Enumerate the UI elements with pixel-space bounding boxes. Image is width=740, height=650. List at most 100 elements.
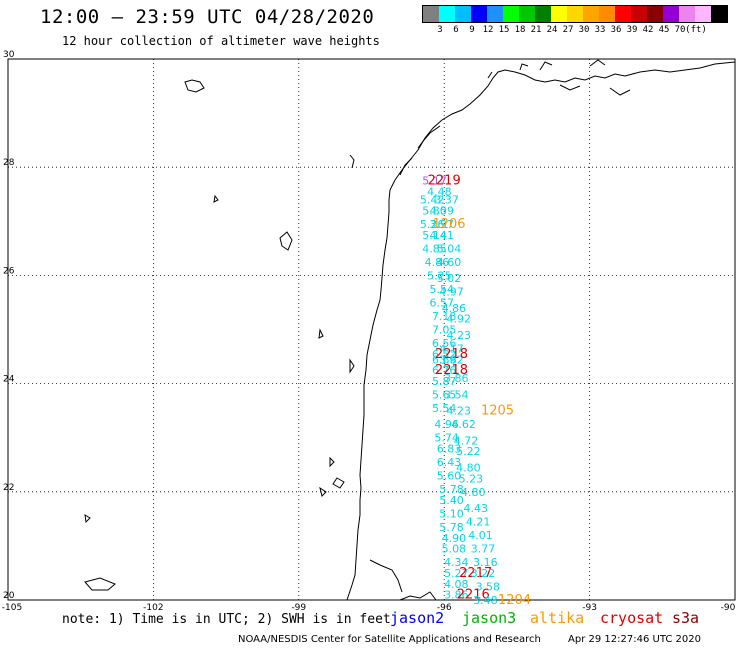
wave-height-value: 4.08	[444, 578, 469, 591]
legend-swatch	[631, 6, 647, 22]
legend-swatch	[679, 6, 695, 22]
wave-height-value: 6.76	[432, 364, 457, 377]
legend-label: 39	[626, 25, 638, 35]
pass-time-label: 1205	[481, 404, 514, 419]
wave-height-value: 5.10	[439, 507, 464, 520]
wave-height-value: 3.82	[439, 353, 464, 366]
wave-height-value: 5.54	[432, 402, 457, 415]
latitude-tick-label: 26	[3, 266, 15, 276]
wave-height-value: 5.02	[437, 272, 462, 285]
wave-height-value: 4.43	[463, 502, 488, 515]
legend-swatch	[599, 6, 615, 22]
wave-height-value: 6.56	[432, 337, 457, 350]
wave-height-value: 5.80	[422, 204, 447, 217]
wave-height-value: 4.17	[439, 342, 464, 355]
legend-labels: 3 6 9 12 15 18 21 24 27 30 33 36 39 42 45 70 (ft)	[422, 25, 728, 37]
wave-height-value: 4.59	[430, 204, 455, 217]
legend-label: 3	[437, 25, 443, 35]
legend-swatches	[422, 5, 728, 23]
wave-height-value: 3.48	[473, 594, 498, 607]
wave-height-value: 5.78	[439, 521, 464, 534]
legend-swatch	[487, 6, 503, 22]
wave-height-value: 5.87	[432, 375, 457, 388]
wave-height-value: 5.17	[422, 175, 447, 188]
wave-height-value: 7.18	[432, 310, 457, 323]
wave-height-value: 4.21	[466, 516, 491, 529]
satellite-cryosat: cryosat	[600, 609, 664, 627]
wave-height-value: 3.16	[473, 556, 498, 569]
longitude-tick-label: -102	[143, 603, 163, 613]
legend-swatch	[615, 6, 631, 22]
wave-height-value: 4.01	[468, 529, 493, 542]
wave-height-value: 3.86	[444, 372, 469, 385]
wave-height-value: 3.54	[444, 388, 469, 401]
credit-text: NOAA/NESDIS Center for Satellite Applica…	[238, 634, 541, 645]
wave-height-value: 4.90	[442, 532, 467, 545]
legend-swatch	[567, 6, 583, 22]
wave-height-value: 5.60	[437, 470, 462, 483]
wave-height-value: 3.97	[430, 218, 455, 231]
wave-height-value: 5.65	[432, 388, 457, 401]
pass-time-label: 2218	[435, 363, 468, 378]
wave-height-value: 5.25	[427, 269, 452, 282]
legend-swatch	[439, 6, 455, 22]
latitude-tick-label: 24	[3, 375, 15, 385]
legend-label: 18	[514, 25, 526, 35]
satellite-jason3: jason3	[462, 609, 517, 627]
wave-height-value: 5.22	[456, 445, 481, 458]
wave-height-value: 6.57	[430, 296, 455, 309]
latitude-tick-label: 30	[3, 50, 15, 60]
wave-height-value: 4.86	[425, 256, 450, 269]
wave-height-value: 4.80	[456, 461, 481, 474]
wave-height-value: 4.60	[437, 256, 462, 269]
wave-height-value: 4.62	[451, 418, 476, 431]
satellite-jason2: jason2	[390, 609, 445, 627]
coastline	[84, 59, 736, 601]
wave-height-value: 4.23	[446, 405, 471, 418]
page-subtitle: 12 hour collection of altimeter wave hei…	[62, 34, 380, 48]
longitude-tick-label: -105	[2, 603, 22, 613]
legend-label: 70	[674, 25, 686, 35]
pass-time-label: 2217	[459, 566, 492, 581]
legend-label: 24	[546, 25, 558, 35]
wave-height-value: 6.52	[432, 348, 457, 361]
wave-height-value: 3.77	[471, 543, 496, 556]
legend-label: 33	[594, 25, 606, 35]
wave-height-value: 3.22	[471, 567, 496, 580]
legend-label: 30	[578, 25, 590, 35]
wave-height-value: 5.54	[430, 283, 455, 296]
legend-swatch	[663, 6, 679, 22]
latitude-tick-label: 28	[3, 158, 15, 168]
color-legend: 3 6 9 12 15 18 21 24 27 30 33 36 39 42 45 70 (ft)	[422, 5, 728, 35]
wave-height-value: 6.83	[437, 443, 462, 456]
wave-height-value: 4.97	[439, 286, 464, 299]
wave-height-value: 5.26	[420, 218, 445, 231]
longitude-tick-label: -96	[437, 603, 452, 613]
longitude-tick-label: -93	[582, 603, 597, 613]
legend-label: 27	[562, 25, 574, 35]
legend-swatch	[583, 6, 599, 22]
wave-height-value: 5.40	[439, 494, 464, 507]
wave-height-value: 4.48	[427, 186, 452, 199]
wave-height-value: 5.14	[422, 229, 447, 242]
wave-height-value: 3.37	[434, 194, 459, 207]
axis-tick-labels: -105 -102 -99 -96 -93 -90 30 28 26 24 22 20	[2, 50, 736, 613]
pass-time-label: 1206	[432, 217, 465, 232]
wave-height-value: 3.86	[444, 589, 469, 602]
pass-time-label: 1204	[498, 593, 531, 608]
legend-label: 9	[469, 25, 475, 35]
wave-height-value: 4.23	[446, 329, 471, 342]
longitude-tick-label: -99	[291, 603, 306, 613]
wave-height-value: 4.96	[434, 418, 459, 431]
wave-height-value: 5.04	[437, 242, 462, 255]
satellite-s3a: s3a	[672, 609, 700, 627]
wave-height-value: 5.27	[444, 567, 469, 580]
pass-time-label: 2219	[428, 174, 461, 189]
legend-label: 45	[658, 25, 670, 35]
footer: NOAA/NESDIS Center for Satellite Applica…	[238, 634, 701, 645]
note-text: note: 1) Time is in UTC; 2) SWH is in fe…	[62, 612, 391, 627]
legend-label: 21	[530, 25, 542, 35]
legend-swatch	[535, 6, 551, 22]
legend-unit: (ft)	[685, 25, 707, 35]
legend-label: 6	[453, 25, 459, 35]
